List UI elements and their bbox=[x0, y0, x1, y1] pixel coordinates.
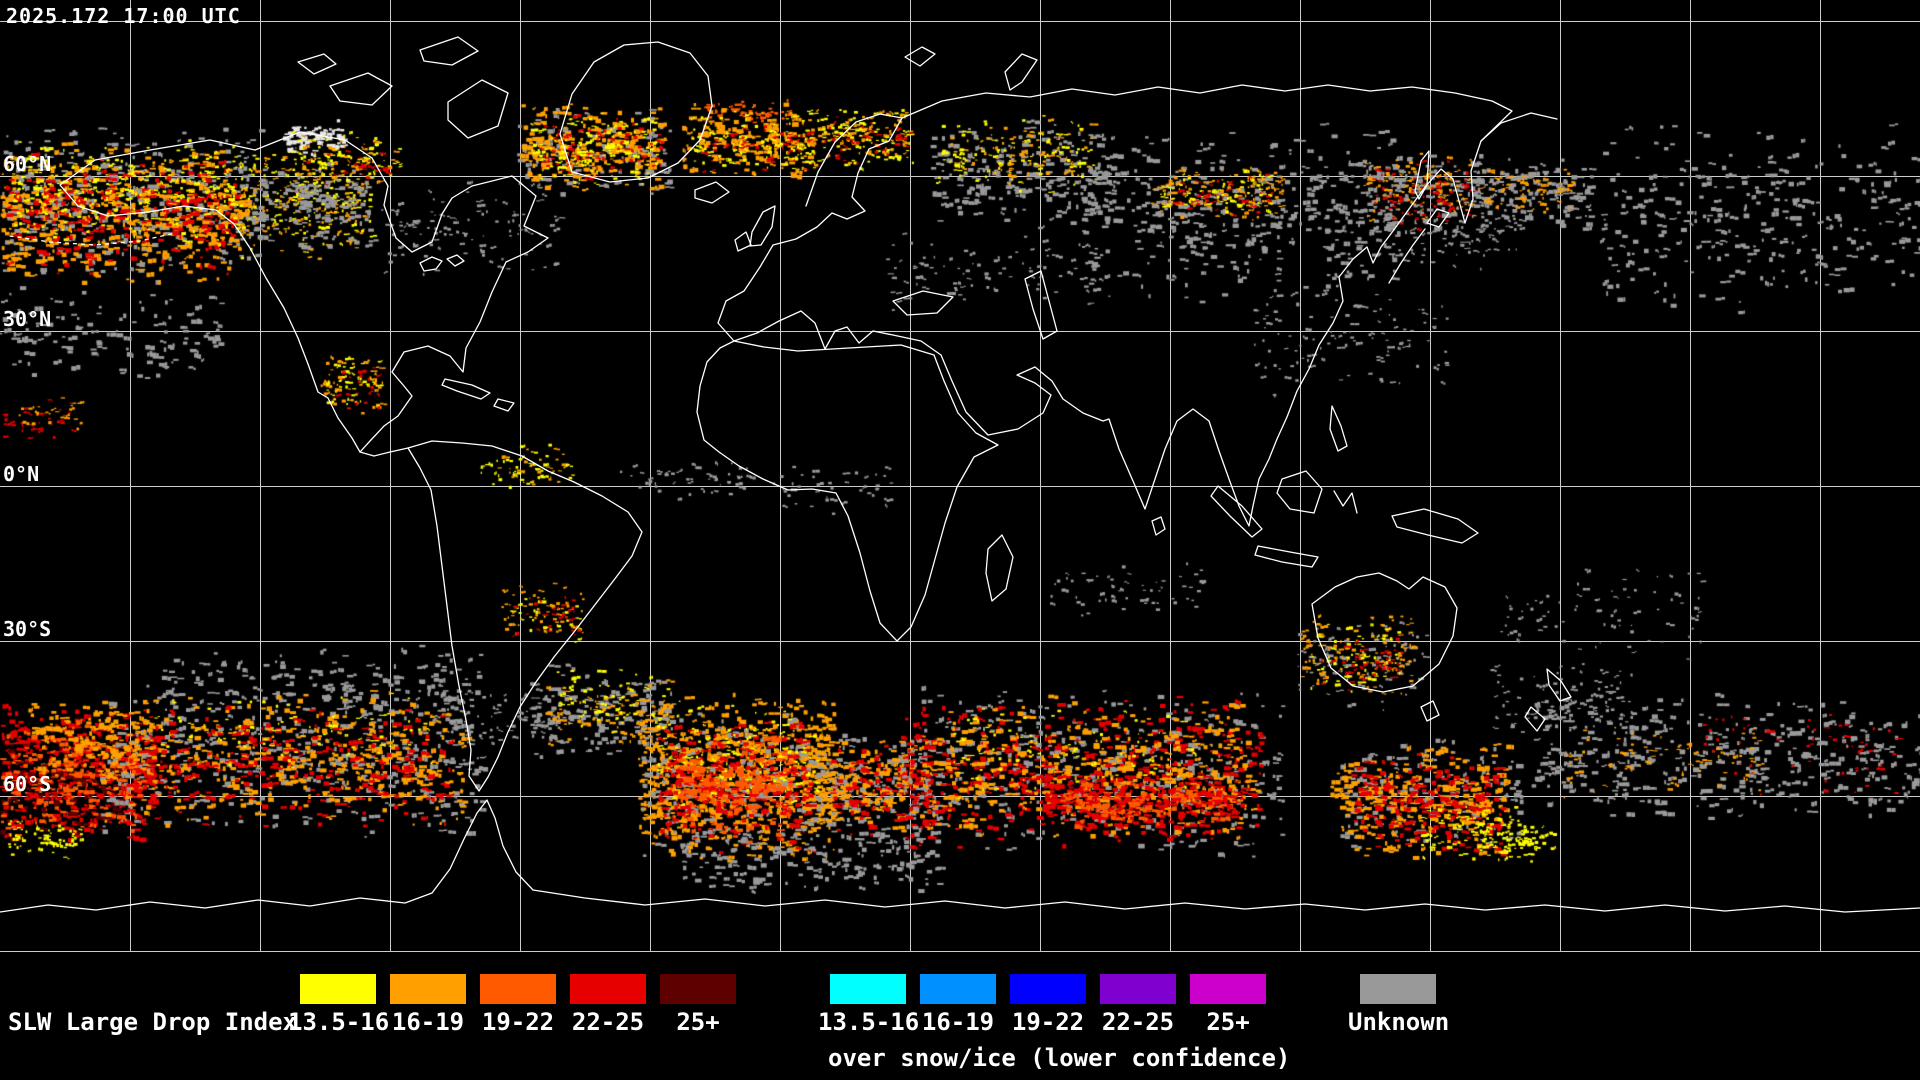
unknown-swatch bbox=[1360, 974, 1436, 1004]
legend-snow-class-label: 22-25 bbox=[1101, 1008, 1175, 1036]
cuba bbox=[441, 378, 491, 400]
legend-snow-class-label: 16-19 bbox=[921, 1008, 995, 1036]
slw-data-layer bbox=[0, 0, 1920, 960]
tasmania bbox=[1420, 700, 1440, 722]
latitude-label: 30°S bbox=[3, 617, 52, 641]
legend-class-label: 22-25 bbox=[571, 1008, 645, 1036]
victoria-island bbox=[329, 72, 393, 106]
legend-snow-class-swatch bbox=[830, 974, 906, 1004]
legend-class-swatch bbox=[660, 974, 736, 1004]
borneo bbox=[1276, 470, 1323, 514]
timestamp: 2025.172 17:00 UTC bbox=[6, 4, 241, 28]
north-america-coastline bbox=[59, 131, 549, 453]
unknown-label: Unknown bbox=[1348, 1008, 1450, 1036]
world-map: 60°N 30°N 0°N 30°S 60°S 2025.172 17:00 UTC bbox=[0, 0, 1920, 960]
latitude-label: 30°N bbox=[3, 307, 52, 331]
ireland bbox=[734, 231, 752, 252]
black-sea bbox=[892, 290, 954, 316]
legend-snow-class-label: 13.5-16 bbox=[818, 1008, 920, 1036]
snow-ice-caption: over snow/ice (lower confidence) bbox=[828, 1044, 1291, 1072]
legend-class-swatch bbox=[390, 974, 466, 1004]
philippines bbox=[1329, 405, 1348, 452]
legend-class-swatch bbox=[480, 974, 556, 1004]
latitude-label: 60°N bbox=[3, 152, 52, 176]
new-zealand-south bbox=[1524, 706, 1546, 732]
legend-snow-class-swatch bbox=[1100, 974, 1176, 1004]
legend-class-swatch bbox=[300, 974, 376, 1004]
legend-snow-class-swatch bbox=[1190, 974, 1266, 1004]
great-britain bbox=[749, 205, 776, 247]
japan-honshu bbox=[1388, 228, 1426, 284]
legend-snow-class-swatch bbox=[920, 974, 996, 1004]
caspian-sea bbox=[1024, 270, 1058, 340]
ellesmere-island bbox=[419, 36, 479, 66]
legend-title: SLW Large Drop Index bbox=[8, 1008, 297, 1036]
aleutian-islands bbox=[9, 232, 176, 246]
legend-snow-class-swatch bbox=[1010, 974, 1086, 1004]
baffin-island bbox=[447, 79, 509, 139]
legend-class-label: 19-22 bbox=[481, 1008, 555, 1036]
greenland-coastline bbox=[559, 41, 713, 183]
japan-hokkaido bbox=[1426, 208, 1450, 228]
iceland bbox=[694, 181, 730, 204]
sumatra bbox=[1210, 485, 1263, 538]
legend-class-label: 16-19 bbox=[391, 1008, 465, 1036]
scandinavia-coastline bbox=[717, 113, 903, 342]
novaya-zemlya bbox=[1004, 53, 1038, 91]
hispaniola bbox=[493, 398, 515, 412]
legend-class-label: 13.5-16 bbox=[288, 1008, 390, 1036]
legend: SLW Large Drop Index over snow/ice (lowe… bbox=[0, 960, 1920, 1080]
latitude-label: 0°N bbox=[3, 462, 40, 486]
asia-south-coastline bbox=[940, 112, 1558, 527]
legend-snow-class-label: 25+ bbox=[1206, 1008, 1250, 1036]
new-guinea bbox=[1391, 508, 1479, 544]
legend-class-swatch bbox=[570, 974, 646, 1004]
great-lakes bbox=[419, 254, 465, 272]
coastlines-svg bbox=[0, 36, 1920, 913]
madagascar bbox=[985, 534, 1014, 602]
svalbard bbox=[904, 46, 936, 67]
legend-class-label: 25+ bbox=[676, 1008, 720, 1036]
latitude-label: 60°S bbox=[3, 772, 52, 796]
africa-coastline bbox=[696, 340, 999, 642]
mediterranean-north-coast bbox=[733, 310, 942, 356]
java bbox=[1254, 545, 1319, 568]
sri-lanka bbox=[1151, 516, 1166, 536]
australia-coastline bbox=[1311, 572, 1458, 693]
antarctica-coastline bbox=[0, 799, 1920, 913]
new-zealand-north bbox=[1546, 668, 1572, 702]
sakhalin bbox=[1414, 150, 1430, 200]
central-america-coastline bbox=[359, 447, 409, 457]
legend-snow-class-label: 19-22 bbox=[1011, 1008, 1085, 1036]
arctic-russia-coastline bbox=[901, 84, 1513, 142]
south-america-coastline bbox=[407, 440, 643, 792]
sulawesi bbox=[1333, 490, 1358, 514]
banks-island bbox=[297, 53, 337, 75]
